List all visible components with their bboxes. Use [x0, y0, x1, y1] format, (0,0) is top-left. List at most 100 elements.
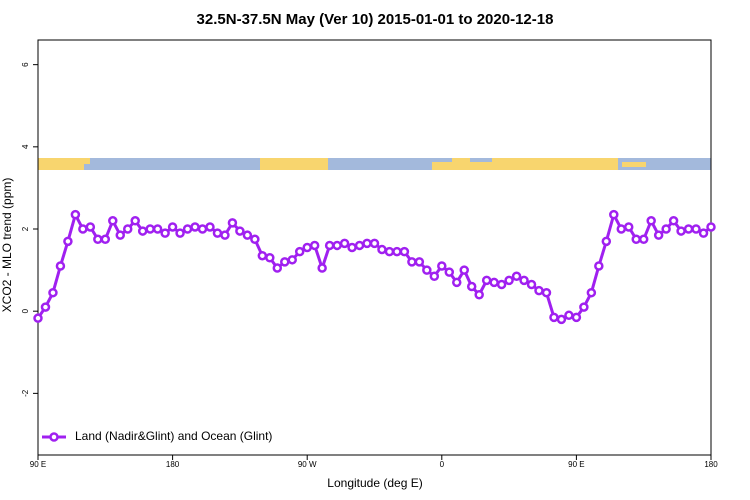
- point: [130, 216, 140, 226]
- point: [422, 265, 432, 275]
- x-tick-label: 0: [440, 460, 445, 469]
- point: [302, 242, 312, 253]
- point: [48, 287, 58, 298]
- point: [70, 209, 81, 220]
- point: [40, 302, 51, 312]
- point: [317, 263, 327, 273]
- point: [594, 261, 604, 271]
- point: [586, 287, 597, 298]
- point: [534, 285, 544, 296]
- point: [55, 261, 66, 271]
- point: [78, 224, 88, 234]
- point: [489, 277, 499, 288]
- legend-label: Land (Nadir&Glint) and Ocean (Glint): [75, 429, 272, 443]
- point: [100, 234, 111, 245]
- land-ocean-strip: [38, 158, 711, 170]
- point: [235, 226, 245, 236]
- point: [653, 230, 664, 240]
- point: [384, 246, 395, 257]
- x-tick-label: 180: [166, 460, 180, 469]
- point: [541, 287, 552, 298]
- point: [691, 224, 701, 234]
- point: [167, 222, 178, 232]
- point: [466, 281, 477, 292]
- point: [324, 240, 335, 251]
- y-axis-label: XCO2 - MLO trend (ppm): [0, 178, 14, 313]
- point: [452, 277, 462, 288]
- point: [414, 257, 425, 267]
- point: [601, 236, 612, 247]
- point: [437, 261, 447, 271]
- point: [444, 267, 455, 277]
- point: [399, 246, 410, 257]
- point: [257, 250, 268, 261]
- point: [115, 230, 126, 240]
- point: [152, 224, 163, 234]
- point: [265, 253, 275, 263]
- point: [280, 257, 290, 267]
- point: [160, 228, 170, 238]
- point: [392, 246, 402, 257]
- point: [347, 242, 357, 253]
- point: [190, 222, 200, 232]
- legend-marker: [49, 432, 59, 442]
- point: [242, 230, 253, 240]
- point: [676, 226, 686, 236]
- point: [706, 222, 716, 232]
- point: [63, 236, 73, 247]
- point: [661, 224, 671, 234]
- point: [549, 312, 559, 323]
- point: [429, 271, 440, 282]
- point: [362, 238, 372, 249]
- point: [220, 230, 230, 240]
- point: [698, 228, 709, 238]
- x-tick-label: 90 E: [30, 460, 46, 469]
- chart-title: 32.5N-37.5N May (Ver 10) 2015-01-01 to 2…: [197, 11, 554, 28]
- point: [668, 216, 679, 226]
- point: [504, 275, 514, 286]
- y-tick-label: 0: [21, 308, 30, 313]
- point: [212, 228, 223, 238]
- point: [339, 238, 350, 249]
- point: [496, 279, 507, 290]
- point: [511, 271, 522, 282]
- point: [332, 240, 342, 251]
- point: [571, 312, 582, 323]
- point: [122, 224, 133, 234]
- point: [354, 240, 365, 251]
- point: [294, 246, 305, 257]
- point: [526, 279, 537, 290]
- x-tick-label: 90 E: [568, 460, 584, 469]
- point: [287, 255, 297, 265]
- point: [631, 234, 641, 245]
- plot-frame: [37, 39, 712, 456]
- point: [609, 209, 619, 220]
- point: [377, 244, 387, 255]
- y-tick-label: 4: [21, 144, 30, 149]
- point: [474, 290, 484, 300]
- y-tick-label: 6: [21, 62, 30, 67]
- y-tick-label: 2: [21, 226, 30, 231]
- point: [638, 234, 649, 245]
- point: [108, 216, 118, 226]
- point: [616, 224, 627, 234]
- x-tick-label: 90 W: [298, 460, 317, 469]
- point: [205, 222, 215, 232]
- point: [250, 234, 260, 245]
- point: [175, 228, 185, 238]
- point: [407, 257, 417, 267]
- point: [85, 222, 96, 232]
- point: [556, 314, 567, 325]
- x-tick-label: 180: [704, 460, 718, 469]
- point: [369, 238, 380, 249]
- point: [309, 240, 320, 251]
- point: [227, 218, 238, 228]
- point: [646, 216, 656, 226]
- point: [197, 224, 208, 234]
- point: [579, 302, 589, 312]
- point: [93, 234, 103, 245]
- point: [683, 224, 694, 234]
- point: [481, 275, 492, 286]
- point: [272, 263, 283, 273]
